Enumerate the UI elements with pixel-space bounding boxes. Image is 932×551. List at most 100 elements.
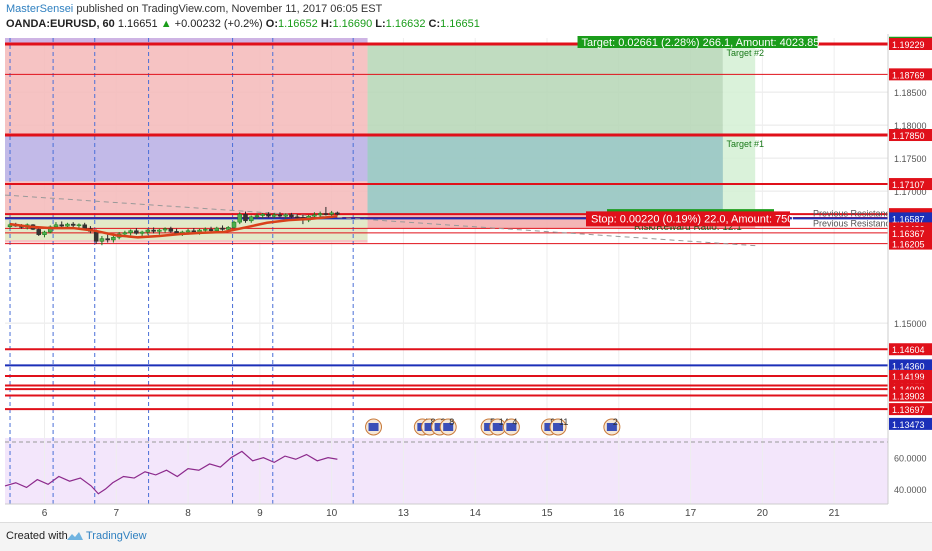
candle-body-21 [128, 230, 133, 233]
time-tick-9: 17 [685, 508, 697, 519]
close-value: 1.16651 [440, 18, 480, 30]
candle-body-5 [36, 229, 41, 235]
symbol-name: OANDA:EURUSD, 60 [6, 18, 115, 30]
rsi-line [4, 450, 338, 495]
candle-body-38 [226, 227, 231, 230]
tradingview-brand[interactable]: TradingView [86, 530, 147, 542]
price-label-11: 1.14604 [892, 345, 925, 355]
high-label: H: [320, 18, 333, 30]
event-count-9: 11 [559, 417, 568, 427]
time-tick-1: 7 [113, 508, 119, 519]
price-tick-3: 1.17000 [894, 187, 927, 197]
event-flag-fill-2 [424, 423, 435, 431]
candle-body-32 [191, 230, 197, 233]
publish-info: MasterSensei published on TradingView.co… [6, 3, 382, 15]
candle-body-46 [271, 214, 277, 217]
price-label-box-7 [889, 212, 932, 225]
price-label-10: 1.16205 [892, 240, 925, 250]
event-flag-fill-9 [553, 423, 564, 431]
last-price: 1.16651 [117, 18, 158, 30]
event-flag-fill-5 [484, 423, 495, 431]
rsi-tick-0: 60.0000 [894, 454, 927, 464]
price-tick-1: 1.18000 [894, 121, 927, 131]
open-label: O: [265, 18, 279, 30]
price-label-9: 1.16367 [892, 229, 925, 239]
price-axis-bg [888, 34, 932, 508]
candle-body-11 [70, 223, 76, 226]
event-flag-fill-0 [368, 423, 379, 431]
candle-body-53 [312, 214, 317, 217]
candle-body-9 [59, 224, 64, 227]
price-label-box-16 [889, 389, 932, 402]
candle-body-10 [65, 223, 70, 227]
candle-body-47 [277, 214, 283, 217]
candle-body-50 [294, 216, 300, 219]
candle-body-41 [243, 213, 248, 222]
rr-text: Risk/Reward Ratio: 12.1 [634, 222, 742, 233]
price-label-box-2 [889, 68, 932, 81]
price-label-12: 1.14360 [892, 361, 925, 371]
price-label-2: 1.18769 [892, 70, 925, 80]
created-with-text: Created with [6, 530, 68, 542]
candle-body-26 [157, 229, 162, 232]
event-flag-fill-4 [443, 423, 454, 431]
rsi-tick-1: 40.0000 [894, 485, 927, 495]
price-label-box-3 [889, 129, 932, 142]
event-flag-fill-7 [506, 423, 517, 431]
candle-body-24 [145, 229, 151, 233]
time-tick-10: 20 [757, 508, 769, 519]
candle-body-17 [105, 238, 110, 241]
candle-body-31 [185, 230, 191, 233]
price-label-box-13 [889, 369, 932, 382]
low-value: 1.16632 [385, 18, 426, 30]
low-label: L: [375, 18, 386, 30]
author-name[interactable]: MasterSensei [6, 3, 74, 15]
tradingview-logo-icon [67, 532, 83, 540]
event-count-4: 8 [449, 417, 454, 427]
price-change: +0.00232 (+0.2%) [174, 18, 263, 30]
candle-body-18 [111, 237, 116, 241]
target2-label: Target #2 [726, 48, 764, 58]
candle-body-55 [323, 213, 329, 215]
candle-body-27 [162, 228, 168, 231]
candle-body-22 [134, 230, 139, 234]
prev-resistance-1: Previous Resistance [813, 209, 895, 219]
change-arrow-icon: ▲ [160, 18, 172, 30]
price-chart[interactable]: Target: 0.02661 (2.28%) 266.1, Amount: 4… [0, 0, 932, 522]
event-flag-fill-10 [606, 423, 617, 431]
candle-body-49 [289, 214, 294, 218]
high-value: 1.16690 [332, 18, 373, 30]
candle-body-28 [168, 228, 174, 232]
time-tick-4: 10 [326, 508, 338, 519]
price-tick-2: 1.17500 [894, 154, 927, 164]
candle-body-16 [99, 238, 105, 242]
candle-body-54 [317, 213, 323, 216]
prev-resistance-2: Previous Resistance [813, 219, 895, 229]
time-tick-7: 15 [541, 508, 553, 519]
price-label-16: 1.13903 [892, 392, 925, 402]
target1-label: Target #1 [726, 139, 764, 149]
time-tick-2: 8 [185, 508, 191, 519]
event-flag-fill-6 [492, 423, 503, 431]
time-axis-bg [0, 504, 932, 522]
candle-body-23 [139, 231, 145, 234]
zone-5 [722, 42, 756, 215]
candle-body-56 [329, 212, 334, 215]
target-box-text: Target: 0.02661 (2.28%) 266.1, Amount: 4… [582, 37, 820, 49]
candle-body-43 [254, 215, 260, 218]
price-label-box-4 [889, 178, 932, 191]
time-tick-8: 16 [613, 508, 625, 519]
candle-body-36 [214, 227, 220, 231]
candle-body-8 [53, 224, 59, 228]
symbol-info: OANDA:EURUSD, 60 1.16651 ▲ +0.00232 (+0.… [6, 18, 480, 30]
price-tick-4: 1.15000 [894, 319, 927, 329]
price-label-18: 1.13473 [892, 420, 925, 430]
price-label-7: 1.16587 [892, 214, 925, 224]
price-label-3: 1.17850 [892, 131, 925, 141]
event-flag-fill-3 [434, 423, 445, 431]
candle-body-12 [76, 224, 82, 227]
time-tick-5: 13 [398, 508, 410, 519]
candle-body-34 [203, 229, 208, 231]
zone-1 [5, 135, 368, 182]
price-label-1: 1.19229 [892, 40, 925, 50]
